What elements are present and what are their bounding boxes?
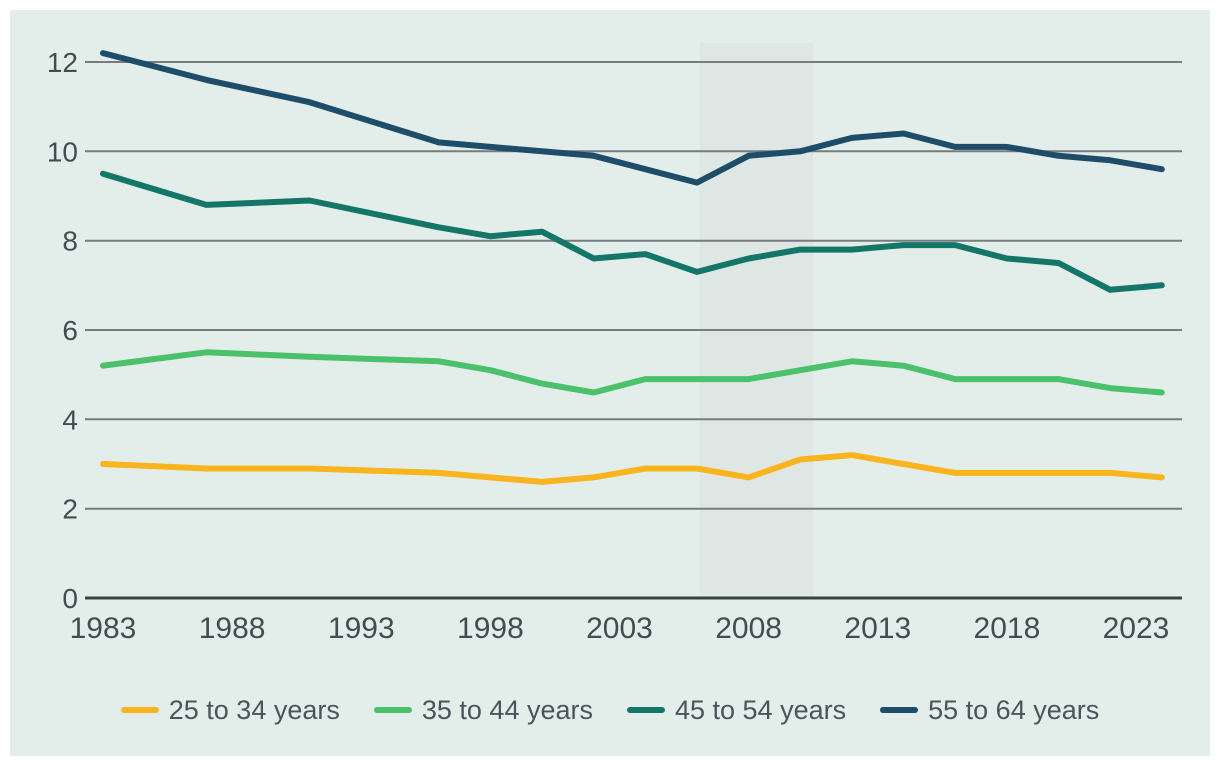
legend-swatch-55-to-64-years bbox=[880, 707, 919, 713]
y-axis-label: 8 bbox=[62, 226, 78, 257]
recession-band bbox=[699, 43, 814, 598]
y-axis-label: 12 bbox=[47, 47, 78, 78]
legend-swatch-45-to-54-years bbox=[627, 707, 665, 713]
gridlines-group bbox=[85, 61, 1182, 600]
legend-label: 25 to 34 years bbox=[168, 694, 340, 725]
legend-item-55-to-64-years: 55 to 64 years bbox=[880, 695, 1099, 726]
legend-label: 45 to 54 years bbox=[675, 694, 847, 725]
legend-swatch-25-to-34-years bbox=[120, 707, 159, 713]
x-axis-label: 1998 bbox=[457, 612, 524, 645]
legend-label: 35 to 44 years bbox=[421, 694, 593, 725]
x-axis-label: 2008 bbox=[715, 612, 782, 645]
x-axis-label: 2013 bbox=[844, 612, 911, 645]
y-axis-label: 10 bbox=[47, 136, 78, 167]
series-line-25-to-34-years bbox=[100, 452, 1165, 485]
y-axis-label: 4 bbox=[62, 404, 78, 435]
y-axis-labels-group: 0 2 4 6 8 10 12 bbox=[47, 47, 78, 614]
series-line-35-to-44-years bbox=[100, 349, 1165, 396]
legend-swatch-35-to-44-years bbox=[373, 707, 412, 713]
legend: 25 to 34 years 35 to 44 years 45 to 54 yea… bbox=[0, 691, 1220, 729]
y-axis-label: 6 bbox=[62, 315, 78, 346]
series-line-55-to-64-years bbox=[100, 50, 1165, 186]
x-axis-label: 2023 bbox=[1103, 612, 1170, 645]
x-axis-label: 1983 bbox=[70, 612, 137, 645]
series-lines-group bbox=[100, 50, 1165, 485]
legend-item-45-to-54-years: 45 to 54 years bbox=[627, 695, 846, 726]
x-axis-label: 2018 bbox=[974, 612, 1041, 645]
x-axis-label: 1993 bbox=[328, 612, 395, 645]
legend-label: 55 to 64 years bbox=[928, 694, 1100, 725]
legend-item-25-to-34-years: 25 to 34 years bbox=[120, 694, 340, 726]
recession-band-group bbox=[699, 43, 814, 598]
x-axis-label: 1988 bbox=[199, 612, 266, 645]
y-axis-label: 2 bbox=[62, 494, 78, 525]
x-axis-label: 2003 bbox=[586, 612, 653, 645]
y-axis-label: 0 bbox=[62, 583, 78, 614]
chart-panel bbox=[10, 10, 1210, 756]
series-line-45-to-54-years bbox=[100, 170, 1165, 293]
legend-item-35-to-44-years: 35 to 44 years bbox=[373, 694, 593, 726]
x-axis-labels-group: 1983 1988 1993 1998 2003 2008 2013 2018 2023 bbox=[70, 612, 1170, 645]
